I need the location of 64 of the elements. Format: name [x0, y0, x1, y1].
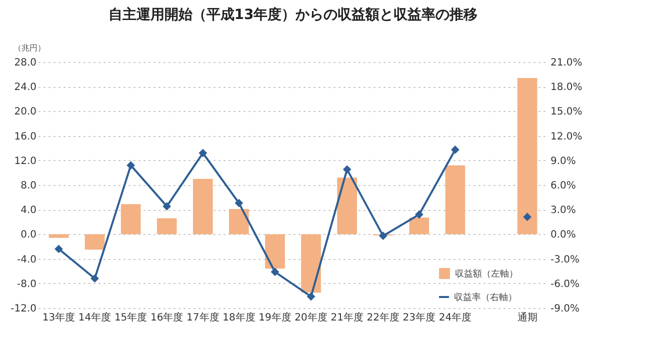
point	[342, 165, 352, 174]
point	[414, 210, 424, 219]
point	[451, 146, 460, 154]
legend-label: 収益額（左軸）	[455, 268, 518, 280]
x-tick-label: 24年度	[438, 312, 472, 324]
y-tick-label: 20.0	[14, 106, 36, 118]
bar	[156, 218, 177, 234]
y2-tick-label: 15.0%	[550, 106, 582, 118]
y2-tick-label: -9.0%	[550, 304, 580, 314]
point	[234, 198, 244, 208]
y-tick-label: -8.0	[16, 278, 36, 290]
bar	[192, 178, 213, 234]
y2-tick-label: 21.0%	[550, 58, 582, 68]
y2-tick-label: 6.0%	[550, 180, 576, 192]
point	[306, 292, 316, 301]
y-tick-label: -4.0	[16, 254, 36, 266]
y-tick-label: 28.0	[14, 58, 36, 68]
point	[90, 274, 99, 283]
x-tick-label: 18年度	[222, 312, 256, 324]
y2-tick-label: -6.0%	[550, 278, 580, 290]
point	[198, 148, 208, 158]
x-tick-label: 17年度	[186, 312, 220, 324]
bar	[517, 78, 538, 234]
y-tick-label: 8.0	[20, 180, 36, 192]
x-tick-label: 19年度	[258, 312, 292, 324]
x-tick-label: 20年度	[294, 312, 328, 324]
chart-title: 自主運用開始（平成13年度）からの収益額と収益率の推移	[108, 6, 478, 23]
bar	[48, 234, 69, 238]
x-tick-label: 16年度	[150, 312, 184, 324]
bar	[301, 234, 321, 293]
y-tick-label: 24.0	[14, 82, 36, 94]
x-tick-label: 23年度	[402, 312, 436, 324]
bar	[120, 204, 141, 234]
point	[378, 232, 388, 240]
point	[523, 212, 532, 222]
x-tick-label: 21年度	[330, 312, 364, 324]
y-tick-label: 4.0	[20, 205, 36, 216]
x-tick-label: 15年度	[114, 312, 148, 324]
legend-label: 収益率（右軸）	[454, 292, 517, 303]
x-tick-label: 22年度	[366, 312, 400, 324]
y-tick-label: 12.0	[14, 156, 36, 167]
point	[270, 268, 280, 276]
x-tick-label: 13年度	[42, 312, 76, 324]
y2-tick-label: 0.0%	[550, 230, 576, 241]
point	[162, 202, 172, 211]
bar	[84, 234, 105, 250]
y2-tick-label: 9.0%	[550, 156, 576, 167]
bar	[229, 208, 249, 234]
y2-tick-label: 18.0%	[550, 82, 582, 94]
y2-tick-label: -3.0%	[550, 254, 580, 266]
y-tick-label: 16.0	[14, 131, 36, 142]
y-tick-label: -12.0	[10, 304, 36, 314]
point	[126, 161, 135, 170]
x-tick-label: 14年度	[78, 312, 112, 324]
y-tick-label: 0.0	[20, 230, 36, 241]
y2-tick-label: 3.0%	[550, 205, 576, 216]
x-tick-label: 通期	[517, 312, 538, 324]
bar	[445, 165, 466, 234]
point	[54, 244, 63, 254]
bar	[337, 178, 357, 234]
bar	[409, 218, 430, 234]
y2-tick-label: 12.0%	[550, 131, 582, 142]
y-axis-title: （兆円）	[14, 44, 46, 52]
bar	[265, 234, 285, 269]
